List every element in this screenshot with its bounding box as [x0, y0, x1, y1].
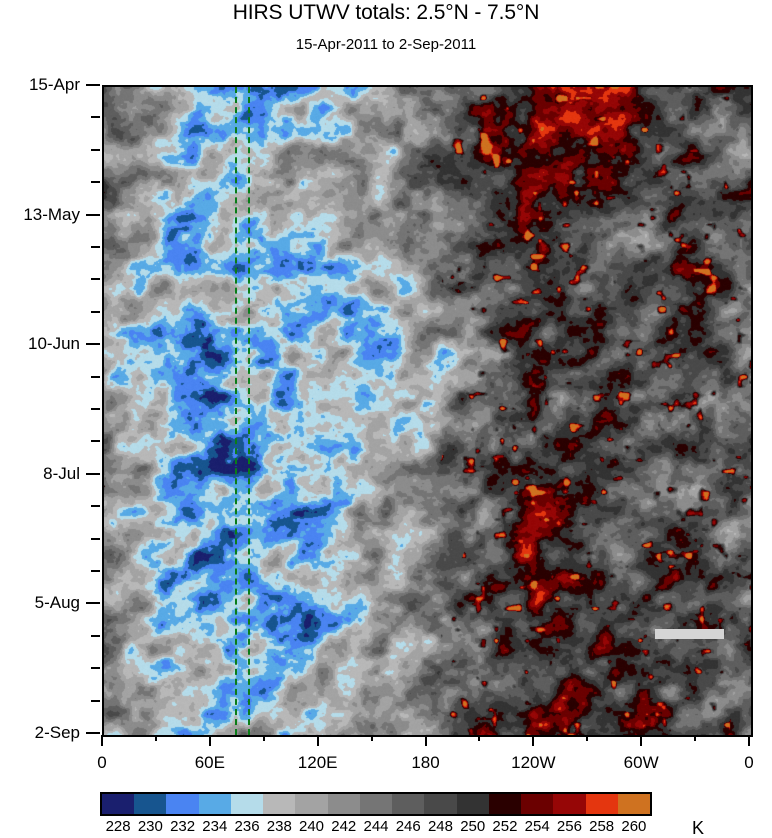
- colorbar-tick-label: 254: [524, 818, 550, 835]
- x-axis-tick-label: 0: [744, 753, 754, 772]
- y-axis-tick-label: 10-Jun: [28, 334, 80, 354]
- y-axis-tick-label: 8-Jul: [43, 463, 80, 483]
- y-axis-tick-minor: [91, 537, 100, 540]
- y-axis-tick-minor: [91, 667, 100, 670]
- colorbar-tick-label: 232: [170, 818, 196, 835]
- colorbar-swatch: [585, 794, 618, 814]
- colorbar-tick-label: 238: [266, 818, 292, 835]
- colorbar-swatch: [359, 794, 393, 814]
- colorbar-tick-label: 250: [460, 818, 486, 835]
- x-axis-tick-major: [208, 735, 211, 746]
- x-axis-tick-label: 60W: [623, 753, 659, 772]
- colorbar-tick-label: 240: [299, 818, 325, 835]
- colorbar-tick-label: 244: [363, 818, 389, 835]
- colorbar-swatch: [134, 794, 167, 814]
- y-axis-tick-major: [86, 732, 100, 734]
- plot-area: [102, 85, 753, 737]
- y-axis-tick-major: [86, 213, 100, 216]
- colorbar-swatch: [617, 794, 650, 814]
- colorbar-swatch: [392, 794, 425, 814]
- x-axis-tick-major: [532, 735, 535, 746]
- y-axis-tick-label: 5-Aug: [34, 593, 80, 613]
- x-axis-tick-label: 180: [411, 753, 440, 772]
- y-axis-tick-major: [86, 472, 100, 475]
- colorbar-swatch: [198, 794, 231, 814]
- colorbar-tick-label: 256: [556, 818, 582, 835]
- hovmoller-heatmap-canvas: [104, 87, 751, 735]
- y-axis-tick-major: [86, 84, 100, 86]
- y-axis-tick-major: [86, 343, 100, 346]
- colorbar-swatch: [456, 794, 489, 814]
- figure-subtitle: 15-Apr-2011 to 2-Sep-2011: [295, 36, 477, 53]
- colorbar-tick-label: 230: [137, 818, 163, 835]
- y-axis-tick-minor: [91, 278, 100, 281]
- colorbar-tick-label: 260: [621, 818, 647, 835]
- y-axis-tick-label: 13-May: [23, 204, 80, 224]
- y-axis-tick-minor: [91, 570, 100, 572]
- y-axis-tick-minor: [91, 148, 100, 151]
- colorbar-tick-label: 252: [492, 818, 518, 835]
- x-axis-tick-label: 0: [97, 753, 107, 772]
- colorbar-tick-label: 234: [202, 818, 228, 835]
- x-axis-tick-label: 120W: [511, 753, 556, 772]
- colorbar-tick-label: 228: [105, 818, 131, 835]
- y-axis-tick-minor: [91, 440, 100, 443]
- x-axis-tick-major: [748, 735, 750, 746]
- page-title: HIRS UTWV totals: 2.5°N - 7.5°N: [232, 1, 540, 24]
- y-axis-tick-minor: [91, 408, 100, 410]
- x-axis-tick-minor: [586, 735, 589, 741]
- y-axis-tick-minor: [91, 505, 100, 508]
- colorbar-swatch: [166, 794, 199, 814]
- colorbar-swatch: [230, 794, 264, 814]
- longitude-marker-line: [235, 87, 238, 735]
- colorbar-units-label: K: [692, 818, 705, 838]
- colorbar-tick-label: 248: [427, 818, 453, 835]
- y-axis-tick-minor: [91, 699, 100, 702]
- colorbar-swatch: [521, 794, 554, 814]
- colorbar-tick-label: 242: [331, 818, 357, 835]
- x-axis-tick-minor: [262, 735, 265, 741]
- x-axis-tick-minor: [154, 735, 157, 741]
- colorbar-tick-label: 246: [395, 818, 421, 835]
- colorbar-swatch: [263, 794, 296, 814]
- x-axis-tick-major: [316, 735, 319, 746]
- colorbar-swatch: [295, 794, 328, 814]
- x-axis-tick-minor: [694, 735, 697, 741]
- x-axis-tick-major: [424, 735, 427, 746]
- y-axis-tick-minor: [91, 634, 100, 637]
- y-axis-tick-minor: [91, 181, 100, 184]
- y-axis-tick-minor: [91, 310, 100, 313]
- colorbar: [100, 792, 652, 816]
- colorbar-tick-label: 258: [589, 818, 615, 835]
- longitude-marker-line: [247, 87, 250, 735]
- data-gap-band: [654, 629, 725, 640]
- y-axis-tick-label: 15-Apr: [28, 75, 80, 94]
- x-axis-tick-major: [640, 735, 643, 746]
- x-axis-tick-minor: [370, 735, 373, 741]
- colorbar-swatch: [488, 794, 522, 814]
- x-axis-tick-label: 60E: [194, 753, 225, 772]
- x-axis-tick-label: 120E: [297, 753, 338, 772]
- x-axis-tick-major: [101, 735, 103, 746]
- y-axis-tick-minor: [91, 116, 100, 119]
- colorbar-swatch: [553, 794, 586, 814]
- colorbar-swatch: [327, 794, 360, 814]
- overlay-layer: [104, 87, 751, 735]
- x-axis-tick-minor: [478, 735, 481, 741]
- colorbar-swatch: [424, 794, 457, 814]
- y-axis-tick-minor: [91, 375, 100, 378]
- y-axis-tick-major: [86, 602, 100, 605]
- colorbar-tick-label: 236: [234, 818, 260, 835]
- colorbar-swatch: [102, 794, 135, 814]
- y-axis-tick-label: 2-Sep: [34, 723, 80, 742]
- y-axis-tick-minor: [91, 246, 100, 248]
